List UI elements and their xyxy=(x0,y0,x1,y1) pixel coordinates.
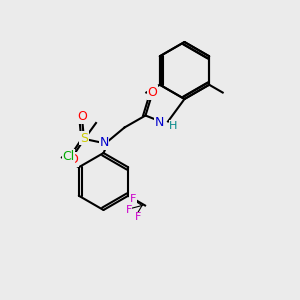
Text: O: O xyxy=(69,153,78,166)
Text: O: O xyxy=(78,110,87,124)
Text: N: N xyxy=(155,116,164,130)
Text: O: O xyxy=(148,86,157,99)
Text: F: F xyxy=(125,205,132,215)
Text: F: F xyxy=(130,194,136,204)
Text: H: H xyxy=(169,121,178,131)
Text: S: S xyxy=(80,131,88,145)
Text: F: F xyxy=(134,212,141,223)
Text: N: N xyxy=(99,136,109,149)
Text: Cl: Cl xyxy=(62,149,75,163)
